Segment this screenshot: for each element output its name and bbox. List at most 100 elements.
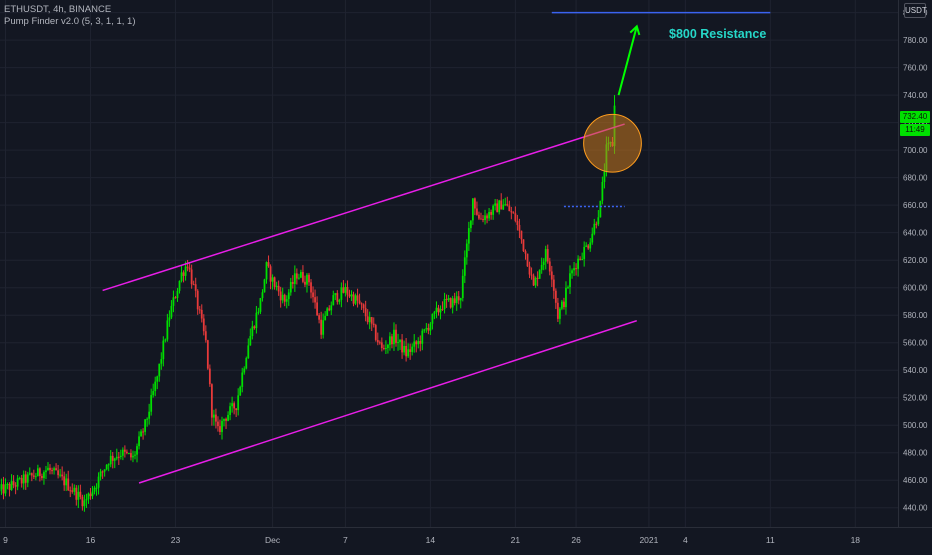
y-tick-label: 520.00 bbox=[903, 394, 928, 403]
candle-body bbox=[543, 262, 545, 265]
candle-body bbox=[209, 369, 211, 385]
candle-body bbox=[336, 293, 338, 302]
candle-body bbox=[399, 340, 401, 343]
candle-body bbox=[529, 266, 531, 274]
x-tick-label: 7 bbox=[343, 535, 348, 545]
candle-body bbox=[432, 314, 434, 324]
candle-body bbox=[166, 320, 168, 339]
candle-body bbox=[519, 225, 521, 231]
candle-body bbox=[152, 391, 154, 395]
candle-body bbox=[249, 336, 251, 345]
candle-body bbox=[114, 458, 116, 460]
x-tick-label: 26 bbox=[571, 535, 581, 545]
candle-body bbox=[381, 342, 383, 348]
candle-body bbox=[383, 348, 385, 349]
x-tick-label: 16 bbox=[86, 535, 96, 545]
candle-body bbox=[144, 419, 146, 432]
candle-body bbox=[328, 308, 330, 310]
y-tick-label: 700.00 bbox=[903, 146, 928, 155]
candle-body bbox=[460, 298, 462, 300]
candle-body bbox=[506, 204, 508, 205]
grid bbox=[0, 0, 932, 527]
y-tick-label: 620.00 bbox=[903, 256, 928, 265]
candle-body bbox=[84, 500, 86, 506]
candle-body bbox=[132, 456, 134, 458]
candle-body bbox=[266, 262, 268, 279]
candle-body bbox=[425, 328, 427, 329]
candle-body bbox=[306, 275, 308, 285]
candle-body bbox=[69, 490, 71, 491]
candle-body bbox=[334, 293, 336, 295]
candle-body bbox=[401, 340, 403, 353]
candle-body bbox=[300, 272, 302, 278]
candle-body bbox=[75, 488, 77, 500]
candle-body bbox=[391, 336, 393, 344]
y-tick-label: 580.00 bbox=[903, 311, 928, 320]
candle-body bbox=[444, 299, 446, 309]
candle-body bbox=[138, 436, 140, 446]
candle-body bbox=[316, 302, 318, 315]
currency-badge[interactable]: USDT bbox=[904, 3, 926, 18]
resistance-annotation-label[interactable]: $800 Resistance bbox=[669, 27, 766, 41]
candle-body bbox=[268, 262, 270, 266]
candle-body bbox=[567, 287, 569, 288]
y-tick-label: 640.00 bbox=[903, 229, 928, 238]
candle-body bbox=[98, 477, 100, 488]
symbol-title[interactable]: ETHUSDT, 4h, BINANCE bbox=[4, 4, 111, 15]
candle-body bbox=[11, 481, 13, 490]
y-tick-label: 740.00 bbox=[903, 91, 928, 100]
indicator-label[interactable]: Pump Finder v2.0 (5, 3, 1, 1, 1) bbox=[4, 16, 135, 27]
candle-body bbox=[310, 282, 312, 292]
candle-body bbox=[13, 481, 15, 485]
candle-body bbox=[508, 206, 510, 212]
candle-body bbox=[278, 286, 280, 292]
candle-body bbox=[55, 468, 57, 470]
last-price-tag: 732.40 bbox=[900, 111, 930, 123]
candle-body bbox=[434, 312, 436, 314]
candle-body bbox=[555, 291, 557, 303]
candle-body bbox=[450, 298, 452, 307]
candle-body bbox=[94, 488, 96, 492]
candle-body bbox=[514, 213, 516, 221]
candle-body bbox=[205, 331, 207, 340]
price-axis[interactable]: 440.00460.00480.00500.00520.00540.00560.… bbox=[898, 0, 932, 550]
candle-body bbox=[527, 254, 529, 267]
candle-body bbox=[5, 484, 7, 493]
drawing-annotations[interactable] bbox=[103, 13, 771, 483]
candle-body bbox=[537, 278, 539, 279]
candle-body bbox=[330, 305, 332, 310]
candle-body bbox=[193, 284, 195, 285]
candle-body bbox=[195, 284, 197, 290]
candle-body bbox=[288, 292, 290, 299]
candle-body bbox=[229, 406, 231, 415]
candle-body bbox=[23, 474, 25, 483]
candle-body bbox=[480, 219, 482, 220]
candle-body bbox=[51, 470, 53, 471]
candle-body bbox=[253, 326, 255, 328]
candle-body bbox=[369, 317, 371, 322]
candle-body bbox=[373, 324, 375, 325]
candle-body bbox=[446, 299, 448, 300]
y-tick-label: 440.00 bbox=[903, 504, 928, 513]
candle-body bbox=[490, 212, 492, 215]
candle-body bbox=[118, 457, 120, 458]
candle-body bbox=[39, 468, 41, 476]
candle-body bbox=[298, 278, 300, 279]
candle-body bbox=[79, 492, 81, 497]
candle-body bbox=[320, 320, 322, 335]
candle-body bbox=[35, 476, 37, 477]
candle-body bbox=[197, 291, 199, 310]
channel-upper-line bbox=[103, 124, 625, 290]
candle-body bbox=[171, 306, 173, 318]
candle-body bbox=[498, 200, 500, 212]
candle-body bbox=[579, 259, 581, 260]
candle-body bbox=[221, 421, 223, 432]
candle-body bbox=[142, 431, 144, 432]
candle-body bbox=[557, 303, 559, 319]
candlestick-series bbox=[0, 95, 615, 512]
candle-body bbox=[338, 300, 340, 302]
y-tick-label: 500.00 bbox=[903, 421, 928, 430]
